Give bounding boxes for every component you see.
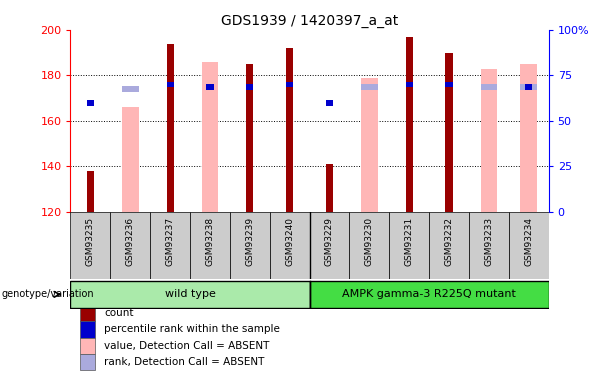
Bar: [167, 44, 173, 212]
Bar: [246, 84, 253, 90]
Bar: [326, 164, 333, 212]
Bar: [361, 78, 378, 212]
Bar: [310, 212, 349, 279]
Bar: [150, 212, 190, 279]
Text: count: count: [104, 308, 134, 318]
Bar: [286, 82, 293, 87]
Text: value, Detection Call = ABSENT: value, Detection Call = ABSENT: [104, 341, 270, 351]
Text: percentile rank within the sample: percentile rank within the sample: [104, 324, 280, 334]
Bar: [122, 107, 139, 212]
Bar: [481, 69, 497, 212]
Text: GSM93236: GSM93236: [126, 217, 135, 266]
Text: GSM93233: GSM93233: [484, 217, 493, 266]
Text: GSM93238: GSM93238: [205, 217, 215, 266]
Bar: [525, 84, 532, 90]
Bar: [246, 64, 253, 212]
Text: GSM93239: GSM93239: [245, 217, 254, 266]
Bar: [122, 86, 139, 92]
Bar: [80, 338, 95, 354]
Bar: [389, 212, 429, 279]
Bar: [80, 354, 95, 370]
Bar: [349, 212, 389, 279]
Text: genotype/variation: genotype/variation: [1, 290, 94, 299]
Bar: [429, 212, 469, 279]
Text: GSM93230: GSM93230: [365, 217, 374, 266]
Bar: [80, 305, 95, 321]
Bar: [87, 100, 94, 106]
Bar: [230, 212, 270, 279]
Bar: [520, 84, 537, 90]
Text: GSM93229: GSM93229: [325, 217, 334, 266]
Bar: [110, 212, 150, 279]
Text: GSM93232: GSM93232: [444, 217, 454, 266]
Text: GSM93231: GSM93231: [405, 217, 414, 266]
Title: GDS1939 / 1420397_a_at: GDS1939 / 1420397_a_at: [221, 13, 398, 28]
Bar: [326, 100, 333, 106]
Text: wild type: wild type: [165, 290, 215, 299]
Bar: [70, 212, 110, 279]
Text: GSM93234: GSM93234: [524, 217, 533, 266]
Text: GSM93235: GSM93235: [86, 217, 95, 266]
Bar: [406, 82, 413, 87]
Bar: [190, 212, 230, 279]
Bar: [80, 321, 95, 338]
Text: GSM93237: GSM93237: [166, 217, 175, 266]
Bar: [361, 84, 378, 90]
Bar: [286, 48, 293, 212]
Bar: [310, 281, 549, 308]
Bar: [469, 212, 509, 279]
Bar: [509, 212, 549, 279]
Bar: [207, 84, 213, 90]
Text: AMPK gamma-3 R225Q mutant: AMPK gamma-3 R225Q mutant: [342, 290, 516, 299]
Bar: [270, 212, 310, 279]
Bar: [70, 281, 310, 308]
Bar: [446, 53, 452, 212]
Bar: [87, 171, 94, 212]
Text: GSM93240: GSM93240: [285, 217, 294, 266]
Bar: [520, 64, 537, 212]
Bar: [202, 62, 218, 212]
Bar: [481, 84, 497, 90]
Bar: [167, 82, 173, 87]
Text: rank, Detection Call = ABSENT: rank, Detection Call = ABSENT: [104, 357, 265, 367]
Bar: [446, 82, 452, 87]
Bar: [406, 37, 413, 212]
